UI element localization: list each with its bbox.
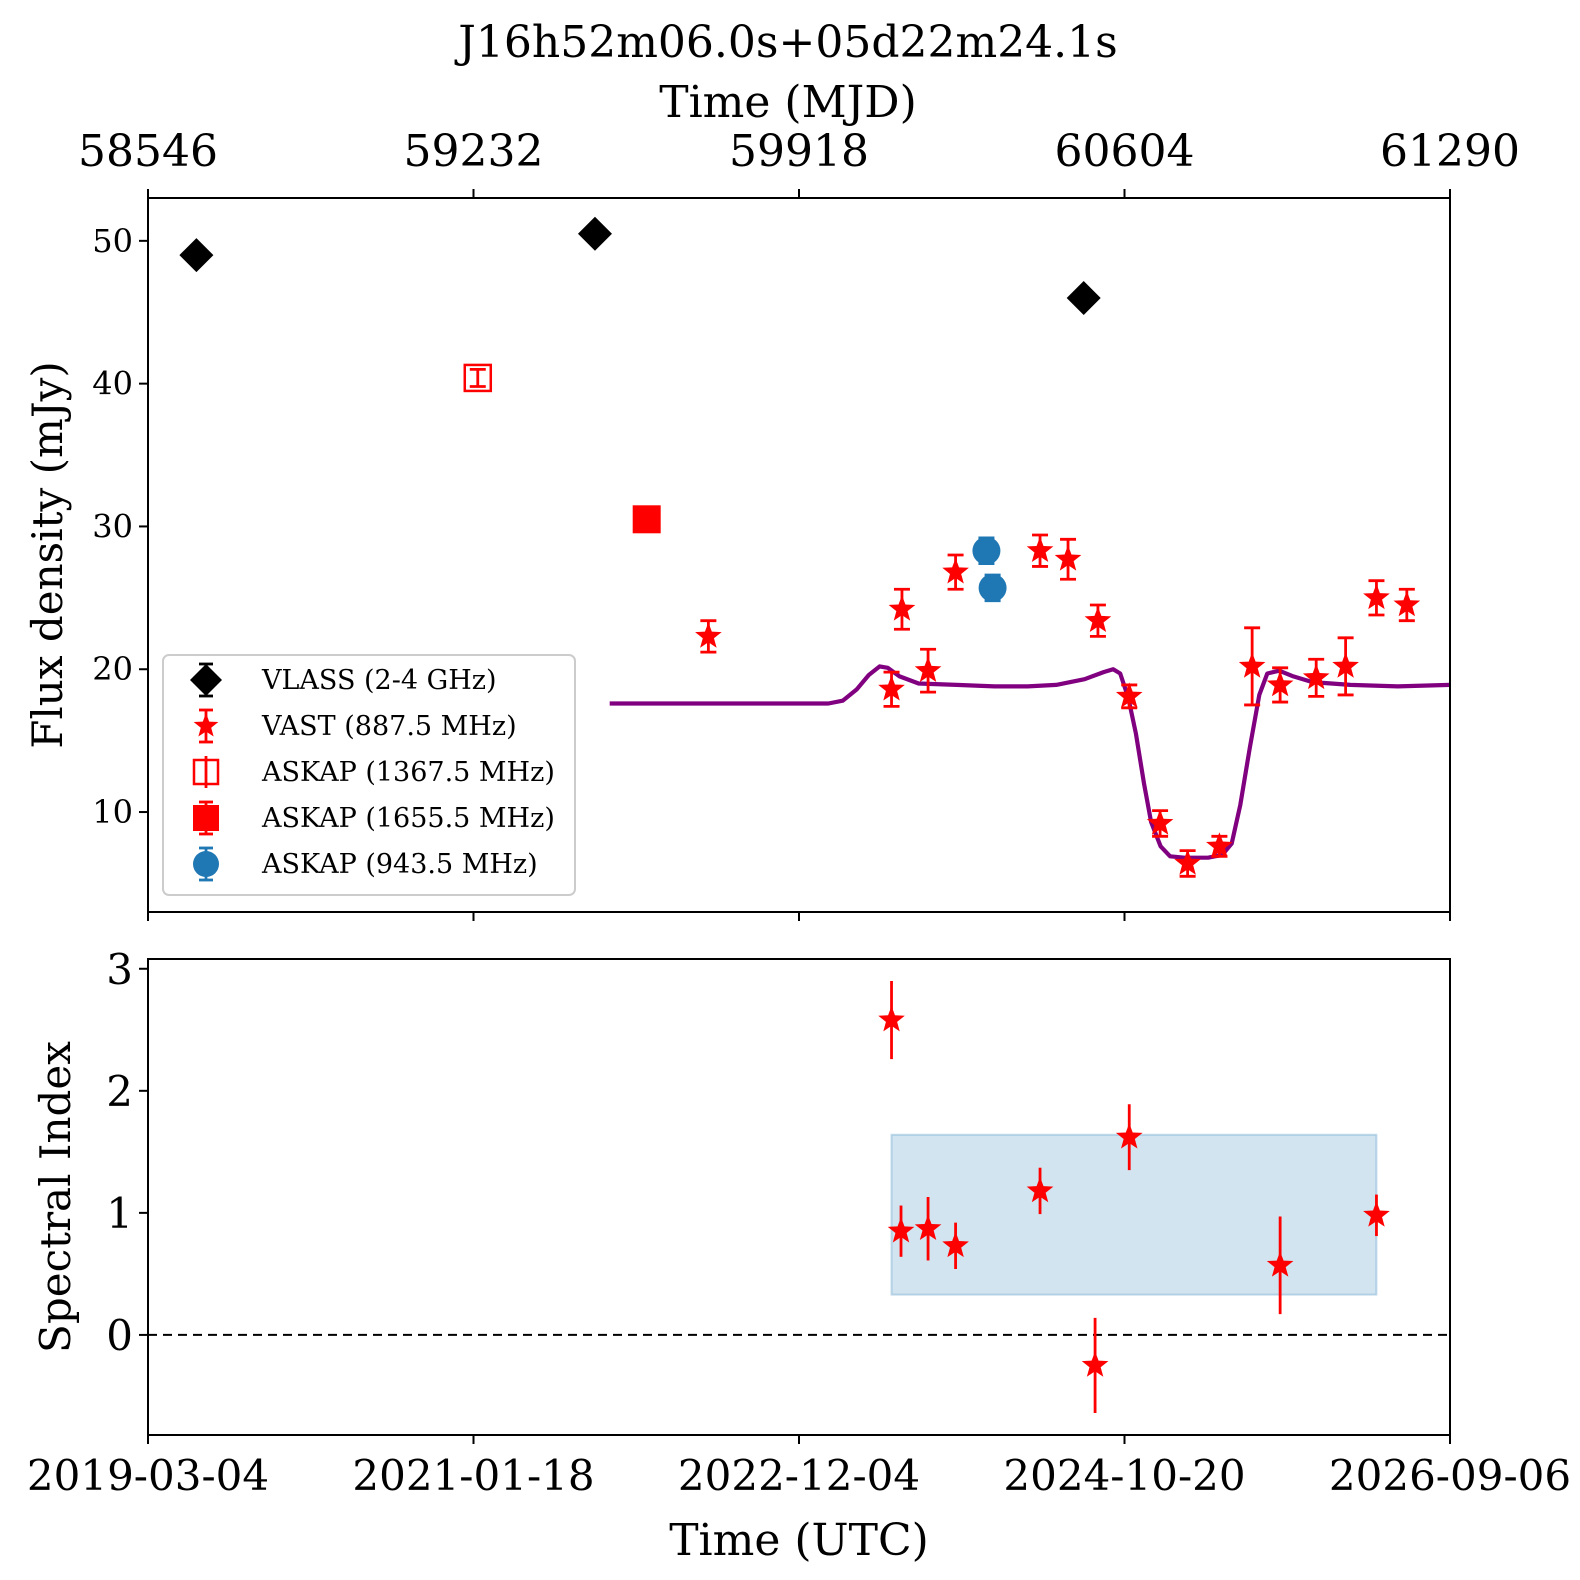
data-point [972, 536, 1001, 565]
legend-label: ASKAP (1655.5 MHz) [261, 803, 555, 834]
data-point [577, 216, 612, 251]
top-axis-ticks: 58546 59232 59918 60604 61290 [78, 126, 1520, 198]
x-tick-label: 2026-09-06 [1329, 1451, 1571, 1500]
legend-label: ASKAP (1367.5 MHz) [261, 757, 555, 788]
series-askap-943-5-mhz [972, 536, 1007, 603]
legend-label: VLASS (2-4 GHz) [261, 665, 497, 696]
top-tick-label: 60604 [1055, 126, 1195, 177]
top-tick-label: 61290 [1380, 126, 1520, 177]
data-point [1054, 545, 1082, 571]
flux-data-points [179, 216, 1421, 878]
flux-y-axis-label: Flux density (mJy) [23, 361, 72, 749]
data-point [1206, 832, 1233, 858]
data-point [632, 505, 661, 534]
x-tick-label: 2022-12-04 [678, 1451, 920, 1500]
top-axis-label: Time (MJD) [659, 77, 916, 128]
y-tick-label: 1 [106, 1189, 133, 1238]
data-point [1393, 590, 1421, 617]
data-point [1363, 583, 1390, 610]
legend-marker [193, 713, 219, 737]
spectral-data-points [878, 980, 1390, 1414]
y-tick-label: 50 [92, 222, 133, 260]
data-point [888, 595, 916, 621]
series-vlass-2-4-ghz [179, 216, 1101, 315]
legend-item-askap-1367-5-mhz: ASKAP (1367.5 MHz) [192, 756, 555, 788]
x-axis-label: Time (UTC) [669, 1515, 929, 1566]
legend-item-vast-887-5-mhz: VAST (887.5 MHz) [193, 708, 517, 744]
data-point [695, 622, 722, 648]
top-tick-label: 59232 [404, 126, 544, 177]
data-point [1081, 1351, 1109, 1377]
legend: VLASS (2-4 GHz) VAST (887.5 MHz) ASKAP (13… [162, 654, 576, 896]
data-point [914, 656, 942, 682]
series-vast-887-5-mhz [695, 533, 1421, 878]
x-tick-label: 2024-10-20 [1003, 1451, 1245, 1500]
data-point [878, 1006, 905, 1032]
legend-item-askap-943-5-mhz: ASKAP (943.5 MHz) [193, 846, 538, 882]
flux-panel-axes: 10 20 30 40 50 [92, 222, 1451, 921]
legend-label: VAST (887.5 MHz) [261, 711, 517, 742]
data-point [1146, 809, 1174, 835]
data-point [1238, 652, 1266, 678]
data-point [1115, 1123, 1143, 1149]
data-point [1266, 670, 1294, 697]
data-point [1302, 663, 1330, 690]
flux-panel: 10 20 30 40 50 Flux density (mJy) VLASS (2-4… [23, 197, 1451, 921]
data-point [887, 1217, 915, 1243]
top-tick-label: 58546 [78, 126, 218, 177]
y-tick-label: 30 [92, 507, 133, 545]
y-tick-label: 3 [106, 945, 133, 994]
y-tick-label: 40 [92, 365, 133, 403]
spectral-y-axis-label: Spectral Index [31, 1041, 80, 1353]
legend-item-vlass-2-4-ghz: VLASS (2-4 GHz) [190, 662, 497, 698]
legend-items: VLASS (2-4 GHz) VAST (887.5 MHz) ASKAP (13… [190, 662, 555, 882]
spectral-index-panel: 0 1 2 3 2019-03-04 2021-01-18 2022-12-04 2024-1… [27, 945, 1571, 1566]
data-point [1115, 682, 1143, 708]
y-tick-label: 0 [106, 1311, 133, 1360]
spectral-band-layer [890, 1133, 1378, 1296]
data-point [978, 573, 1007, 602]
legend-box [162, 654, 576, 896]
legend-item-askap-1655-5-mhz: ASKAP (1655.5 MHz) [193, 800, 555, 836]
top-tick-label: 59918 [729, 126, 869, 177]
data-point [942, 1231, 969, 1258]
data-point [463, 363, 493, 393]
data-point [1332, 652, 1359, 678]
legend-label: ASKAP (943.5 MHz) [261, 849, 538, 880]
data-point [1363, 1201, 1390, 1227]
legend-marker [193, 851, 219, 877]
data-point [1026, 536, 1054, 563]
legend-marker [193, 805, 219, 831]
data-point [1066, 280, 1101, 315]
legend-marker [190, 664, 222, 696]
spectral-index-band [890, 1133, 1378, 1296]
y-tick-label: 10 [92, 793, 133, 831]
x-tick-label: 2021-01-18 [352, 1451, 594, 1500]
data-point [1174, 849, 1201, 875]
data-point [179, 238, 214, 273]
y-tick-label: 20 [92, 650, 133, 688]
series-askap-1655-5-mhz [632, 505, 661, 534]
data-point [878, 675, 905, 701]
y-tick-label: 2 [106, 1067, 133, 1116]
legend-marker [192, 758, 220, 786]
data-point [1266, 1251, 1294, 1277]
data-point [1026, 1176, 1054, 1203]
chart-title: J16h52m06.0s+05d22m24.1s [454, 17, 1118, 68]
x-tick-label: 2019-03-04 [27, 1451, 269, 1500]
data-point [1084, 606, 1112, 633]
series-askap-1367-5-mhz [463, 363, 493, 393]
spectral-panel-axes: 0 1 2 3 2019-03-04 2021-01-18 2022-12-04 2024-1… [27, 945, 1571, 1500]
data-point [914, 1214, 942, 1241]
series-spectral-index [878, 980, 1390, 1414]
data-point [942, 558, 969, 584]
